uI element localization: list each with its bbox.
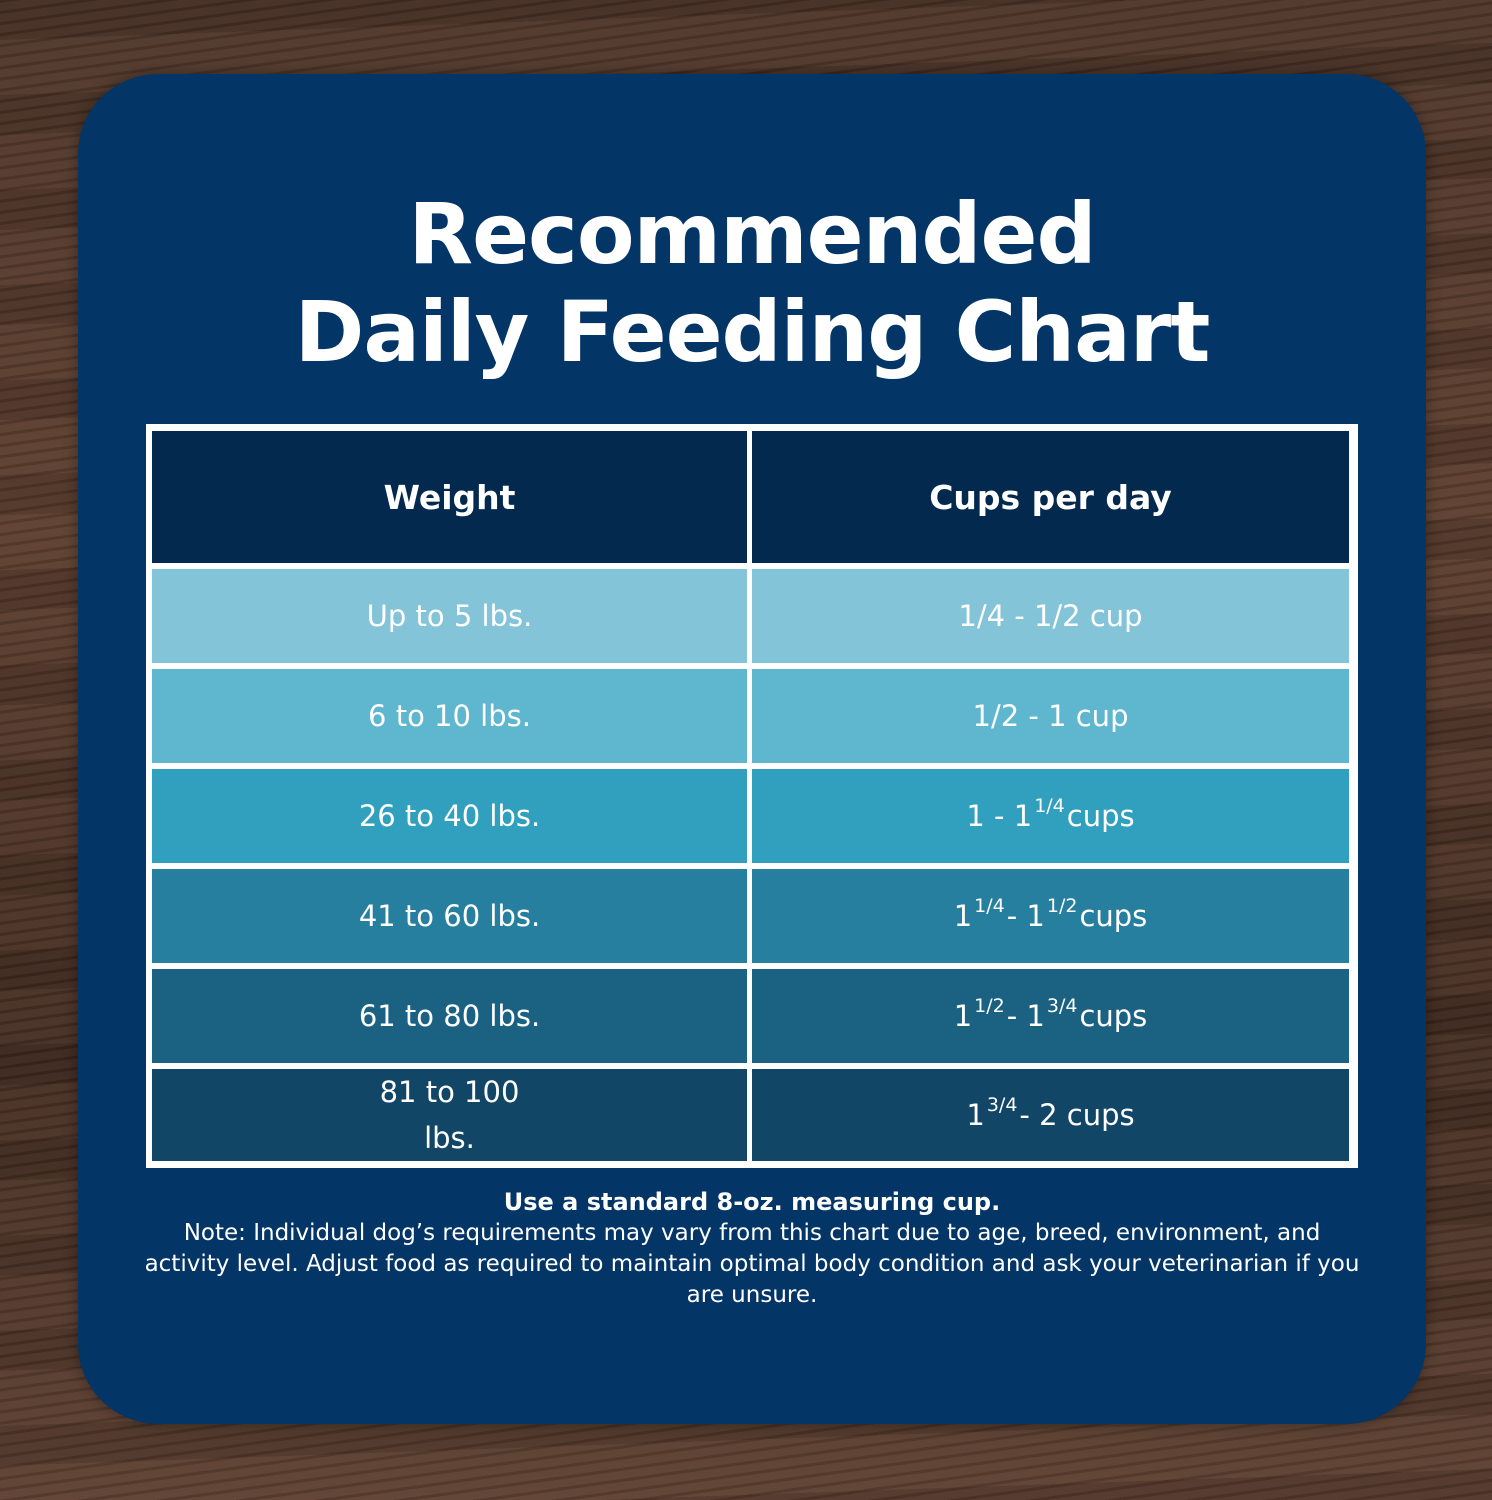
weight-cell: 6 to 10 lbs. — [152, 669, 747, 763]
feeding-chart-card: Recommended Daily Feeding Chart Weight C… — [78, 74, 1426, 1424]
cups-cell: 1/2 - 1 cup — [752, 669, 1349, 763]
requirements-note: Note: Individual dog’s requirements may … — [144, 1220, 1360, 1308]
cups-cell: 1/4 - 1/2 cup — [752, 569, 1349, 663]
weight-cell: 81 to 100 lbs. — [152, 1069, 747, 1161]
weight-cell: Up to 5 lbs. — [152, 569, 747, 663]
measuring-cup-note: Use a standard 8-oz. measuring cup. — [503, 1188, 1001, 1216]
feeding-table: Weight Cups per day Up to 5 lbs. 1/4 - 1… — [146, 424, 1358, 1168]
header-cups-per-day: Cups per day — [752, 431, 1349, 563]
cups-cell: 1 1/4 - 1 1/2 cups — [752, 869, 1349, 963]
title-line-1: Recommended — [408, 185, 1096, 283]
weight-cell: 26 to 40 lbs. — [152, 769, 747, 863]
notes-block: Use a standard 8-oz. measuring cup. Note… — [138, 1186, 1366, 1311]
weight-cell: 61 to 80 lbs. — [152, 969, 747, 1063]
cups-cell: 1 - 1 1/4 cups — [752, 769, 1349, 863]
title-line-2: Daily Feeding Chart — [294, 283, 1211, 381]
header-weight: Weight — [152, 431, 747, 563]
weight-cell: 41 to 60 lbs. — [152, 869, 747, 963]
cups-cell: 1 3/4 - 2 cups — [752, 1069, 1349, 1161]
cups-cell: 1 1/2 - 1 3/4 cups — [752, 969, 1349, 1063]
weight-cell-text: 81 to 100 lbs. — [379, 1075, 520, 1155]
